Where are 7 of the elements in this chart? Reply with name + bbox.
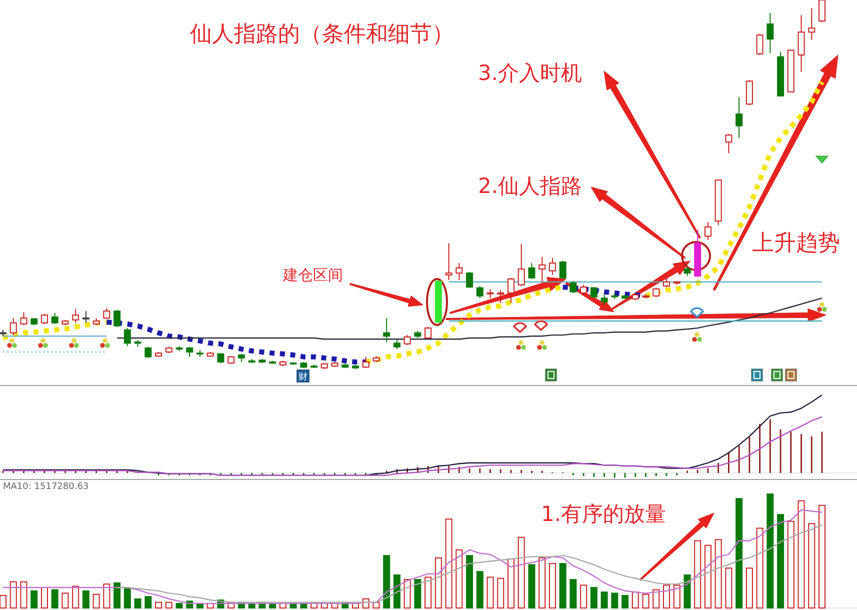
- annotation: 3.介入时机: [478, 61, 582, 85]
- annotation: 2.仙人指路: [478, 174, 582, 198]
- annotation: 上升趋势: [752, 231, 840, 256]
- annotation: 建仓区间: [282, 266, 343, 284]
- text: MA10: 1517280.63: [3, 482, 89, 492]
- annotation: 1.有序的放量: [541, 502, 666, 526]
- text: 仙人指路的（条件和细节）: [190, 22, 454, 47]
